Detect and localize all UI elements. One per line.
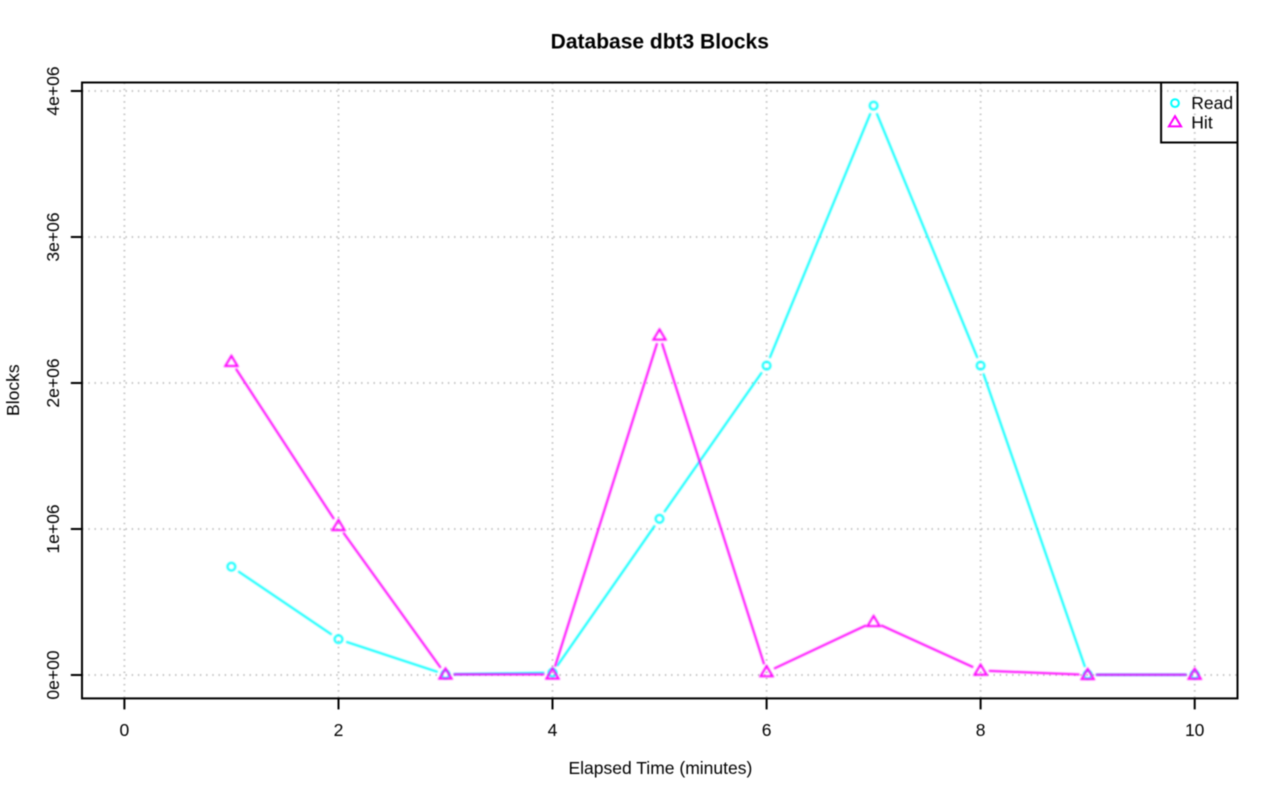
- svg-text:0e+00: 0e+00: [43, 650, 63, 699]
- svg-text:4e+06: 4e+06: [43, 66, 63, 115]
- svg-text:6: 6: [762, 720, 772, 740]
- svg-text:3e+06: 3e+06: [43, 212, 63, 261]
- svg-text:0: 0: [120, 720, 130, 740]
- svg-text:1e+06: 1e+06: [43, 504, 63, 553]
- svg-text:Read: Read: [1191, 93, 1233, 113]
- svg-text:2e+06: 2e+06: [43, 358, 63, 407]
- svg-text:4: 4: [548, 720, 558, 740]
- svg-text:Elapsed Time (minutes): Elapsed Time (minutes): [568, 758, 752, 778]
- svg-text:Database dbt3 Blocks: Database dbt3 Blocks: [551, 31, 769, 54]
- svg-text:10: 10: [1185, 720, 1205, 740]
- svg-text:8: 8: [976, 720, 986, 740]
- svg-text:Blocks: Blocks: [3, 364, 23, 416]
- svg-text:Hit: Hit: [1191, 112, 1213, 132]
- svg-text:2: 2: [334, 720, 344, 740]
